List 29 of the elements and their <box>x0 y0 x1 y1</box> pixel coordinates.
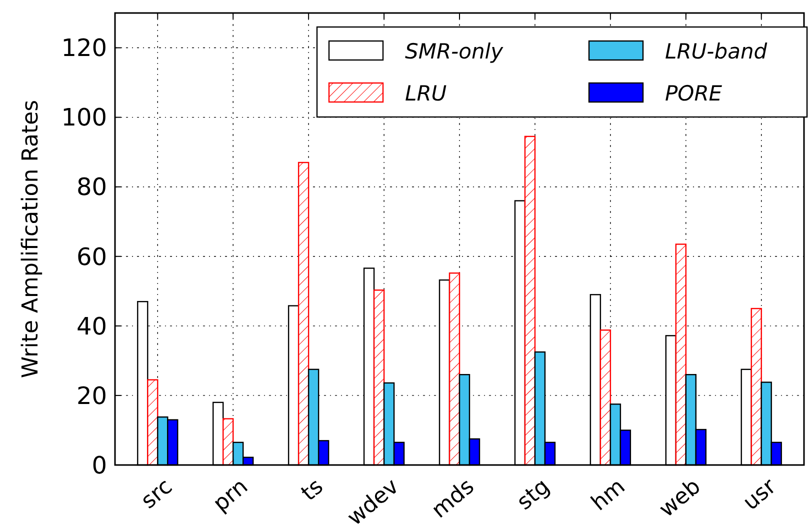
legend-label: PORE <box>665 81 723 106</box>
bar <box>448 272 460 466</box>
y-tick-label: 120 <box>61 34 107 62</box>
x-tick-label: ts <box>296 474 328 506</box>
y-tick-label: 60 <box>76 242 107 271</box>
legend-label: LRU <box>405 81 447 106</box>
bar <box>750 308 762 466</box>
bar <box>373 290 385 466</box>
legend-label: LRU-band <box>665 39 768 64</box>
y-tick-label: 80 <box>76 173 107 202</box>
y-tick-label: 20 <box>76 382 107 410</box>
x-tick-label: stg <box>512 474 555 516</box>
y-tick-label: 40 <box>76 312 107 340</box>
x-tick-label: usr <box>738 474 782 516</box>
x-tick-label: prn <box>208 474 253 517</box>
x-tick-label: hm <box>587 474 630 516</box>
x-tick-label: mds <box>427 474 480 524</box>
y-axis-title: Write Amplification Rates <box>18 100 44 378</box>
bar <box>600 329 612 466</box>
bar <box>147 379 158 466</box>
bar <box>524 136 536 466</box>
bar <box>222 418 234 466</box>
y-tick-label: 100 <box>61 104 107 132</box>
y-tick-label: 0 <box>92 451 107 480</box>
x-tick-label: src <box>136 474 178 514</box>
bar <box>675 244 686 466</box>
legend-label: SMR-only <box>405 39 504 64</box>
x-tick-label: web <box>654 474 706 523</box>
bar <box>298 162 310 466</box>
